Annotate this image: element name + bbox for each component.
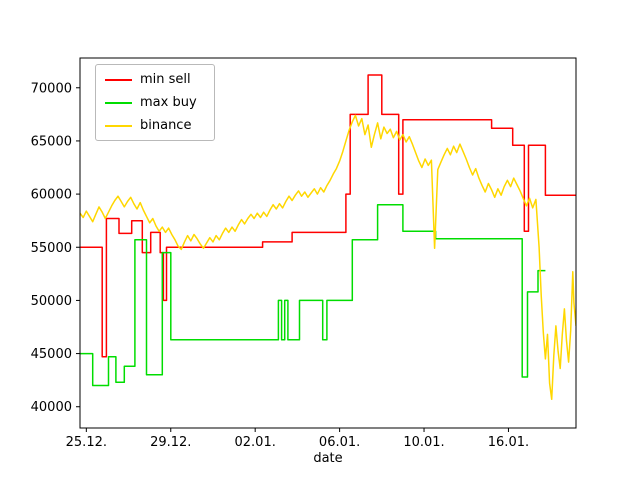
legend-item-max-buy: max buy (105, 95, 204, 110)
y-tick-label: 55000 (31, 241, 72, 256)
x-tick-label: 25.12. (66, 435, 107, 450)
legend-label-min-sell: min sell (140, 72, 191, 87)
legend-line-binance (105, 124, 132, 127)
series-line-binance (80, 114, 576, 401)
y-tick-label: 60000 (31, 188, 72, 203)
y-tick-label: 50000 (31, 294, 72, 309)
x-tick-label: 16.01. (488, 435, 529, 450)
x-axis-label: date (313, 451, 343, 466)
legend-line-min-sell (105, 78, 132, 81)
legend-item-min-sell: min sell (105, 72, 204, 87)
legend: min sell max buy binance (95, 64, 215, 141)
axes-frame (79, 57, 577, 429)
legend-item-binance: binance (105, 118, 204, 133)
x-tick-label: 29.12. (150, 435, 191, 450)
x-tick-label: 10.01. (403, 435, 444, 450)
legend-label-max-buy: max buy (140, 95, 197, 110)
y-tick-label: 70000 (31, 81, 72, 96)
legend-line-max-buy (105, 101, 132, 104)
y-tick-label: 40000 (31, 400, 72, 415)
x-tick-label: 06.01. (319, 435, 360, 450)
series-line-min-sell (80, 74, 576, 358)
y-tick-label: 45000 (31, 347, 72, 362)
legend-label-binance: binance (140, 118, 192, 133)
y-tick-label: 65000 (31, 134, 72, 149)
x-tick-label: 02.01. (235, 435, 276, 450)
